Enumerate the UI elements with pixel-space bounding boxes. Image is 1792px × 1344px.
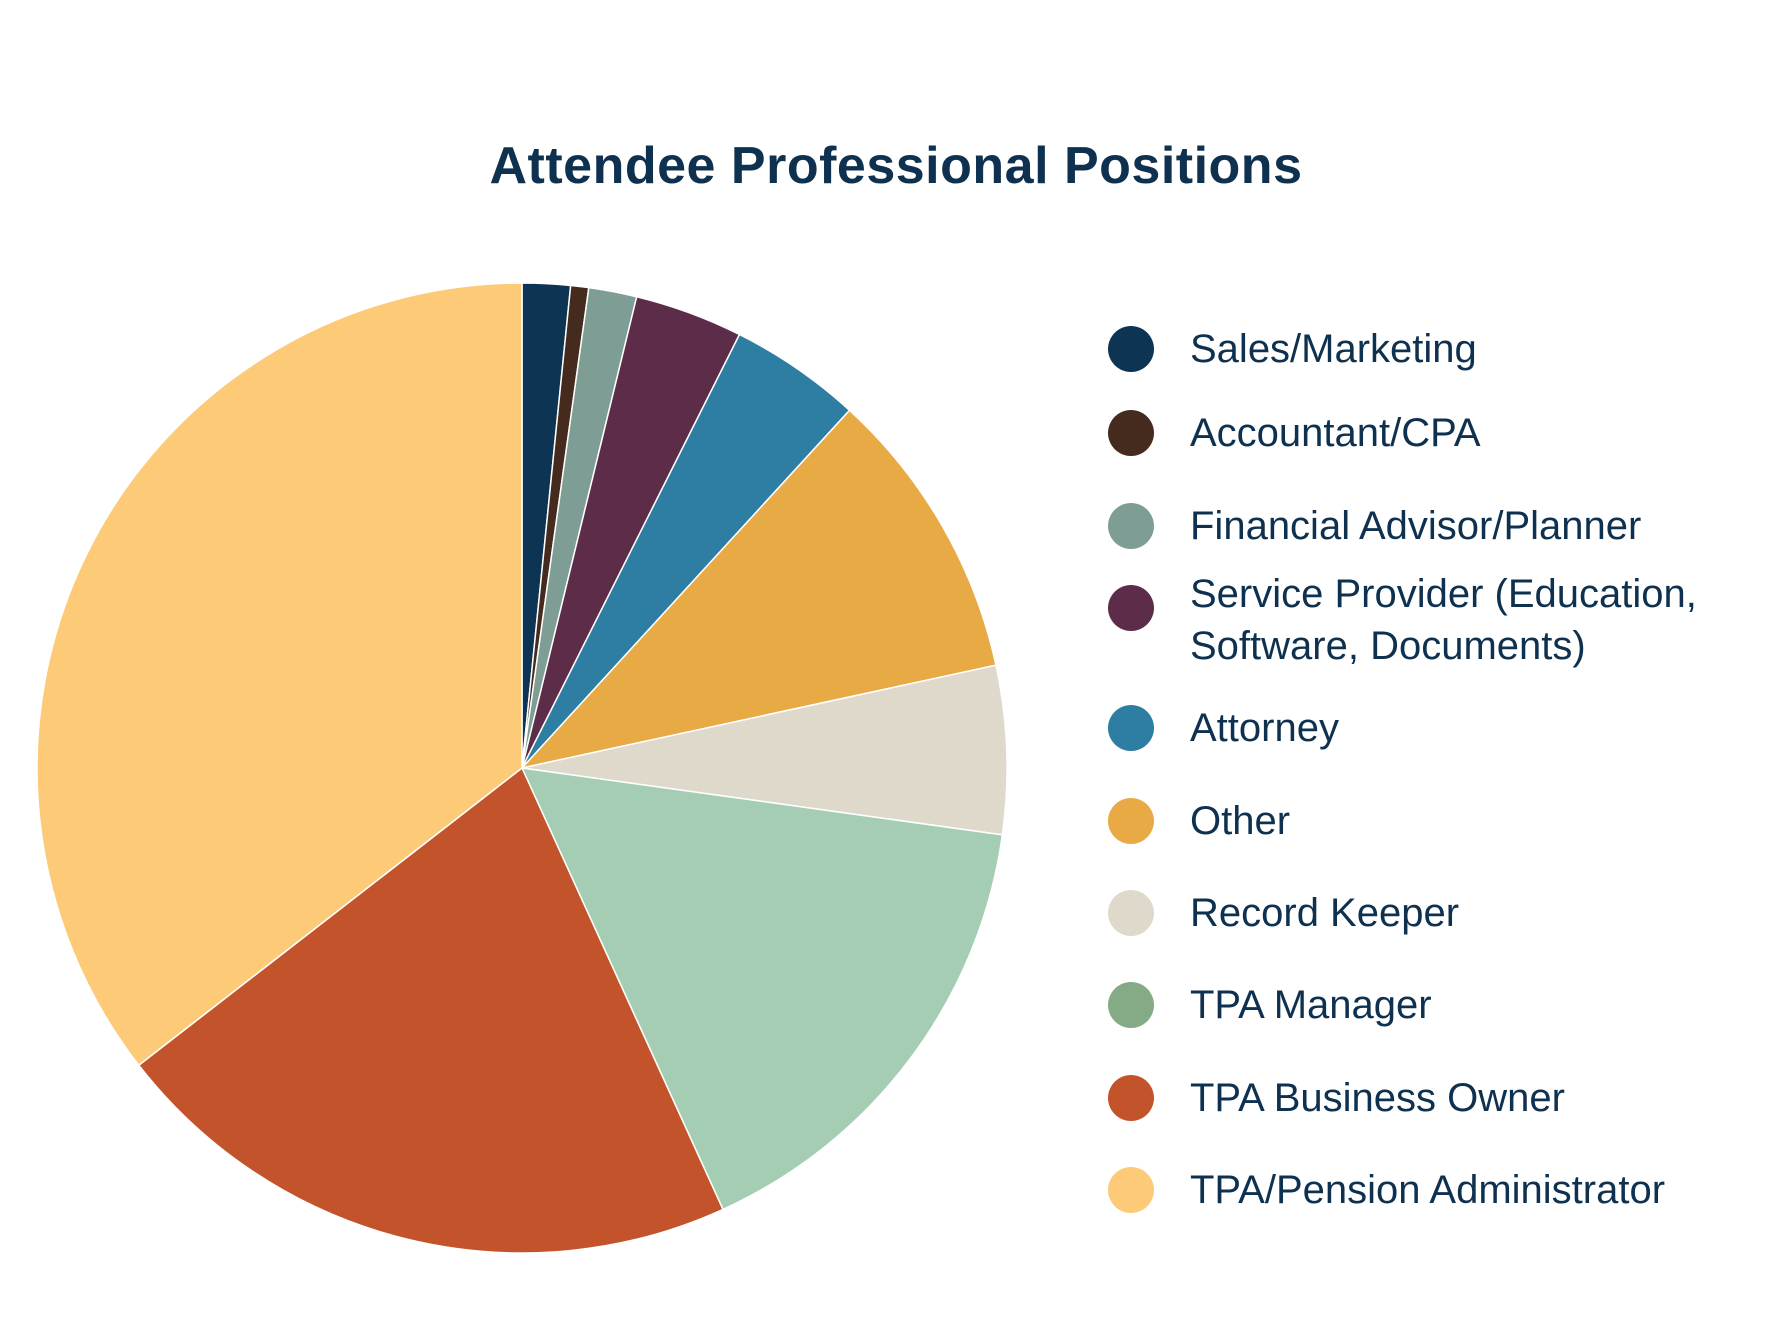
legend-label: Attorney bbox=[1190, 706, 1339, 750]
legend-swatch bbox=[1108, 585, 1154, 631]
legend-label: Sales/Marketing bbox=[1190, 327, 1477, 371]
legend-label: TPA Business Owner bbox=[1190, 1076, 1565, 1120]
legend-label: Other bbox=[1190, 799, 1291, 843]
legend-label: Record Keeper bbox=[1190, 891, 1460, 935]
legend-swatch bbox=[1108, 705, 1154, 751]
pie-slice-7 bbox=[521, 664, 1008, 836]
legend-label: TPA Manager bbox=[1190, 983, 1432, 1027]
legend-swatch bbox=[1108, 1167, 1154, 1213]
pie-slice-10 bbox=[36, 282, 523, 1067]
chart-legend: Sales/Marketing Accountant/CPA Financial A… bbox=[1108, 0, 1768, 1344]
pie-slice-9 bbox=[137, 766, 724, 1254]
legend-swatch bbox=[1108, 982, 1154, 1028]
chart-title: Attendee Professional Positions bbox=[489, 137, 1303, 195]
legend-swatch bbox=[1108, 326, 1154, 372]
legend-swatch bbox=[1108, 890, 1154, 936]
legend-label: Financial Advisor/Planner bbox=[1190, 504, 1642, 548]
legend-swatch bbox=[1108, 1075, 1154, 1121]
legend-swatch bbox=[1108, 798, 1154, 844]
legend-swatch bbox=[1108, 410, 1154, 456]
legend-label: TPA/Pension Administrator bbox=[1190, 1168, 1666, 1212]
legend-label: Service Provider (Education, Software, D… bbox=[1190, 572, 1697, 668]
pie-slice-8 bbox=[520, 767, 1004, 1211]
legend-swatch bbox=[1108, 503, 1154, 549]
pie-slice-6 bbox=[519, 409, 997, 770]
legend-label: Accountant/CPA bbox=[1190, 411, 1481, 455]
